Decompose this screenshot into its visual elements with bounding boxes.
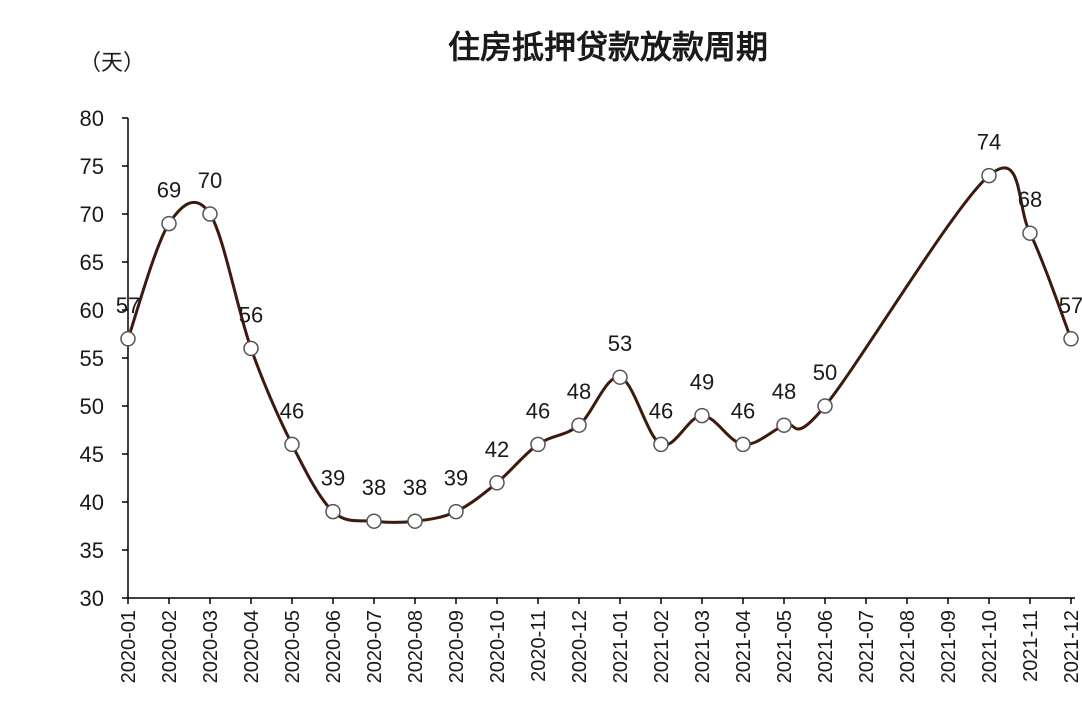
data-label: 48	[772, 379, 796, 404]
x-tick-label: 2020-01	[118, 610, 140, 683]
data-point	[571, 417, 587, 433]
data-label: 57	[116, 293, 140, 318]
y-tick-label: 55	[80, 346, 104, 371]
data-point	[530, 436, 546, 453]
data-label: 42	[485, 437, 509, 462]
data-label: 46	[731, 398, 755, 423]
y-tick-label: 50	[80, 394, 104, 419]
x-tick-label: 2020-05	[282, 610, 304, 683]
x-tick-label: 2021-07	[856, 610, 878, 683]
data-label: 46	[649, 398, 673, 423]
data-point	[776, 417, 792, 433]
data-label: 74	[977, 130, 1001, 155]
data-label: 38	[403, 475, 427, 500]
data-point	[612, 369, 628, 385]
data-point	[735, 436, 751, 453]
x-tick-label: 2020-07	[364, 610, 386, 683]
x-tick-label: 2020-08	[405, 610, 427, 683]
y-tick-labels: 30 35 40 45 50 55 60 65 70 75 80	[80, 106, 104, 611]
data-point	[284, 436, 300, 453]
data-point	[1063, 331, 1079, 347]
data-point	[981, 167, 997, 184]
data-point	[489, 475, 505, 491]
x-tick-label: 2021-04	[733, 610, 755, 683]
data-point	[653, 436, 669, 453]
data-point	[694, 407, 710, 424]
data-label: 46	[526, 398, 550, 423]
data-label: 38	[362, 475, 386, 500]
x-tick-label: 2020-12	[569, 610, 591, 683]
y-tick-label: 40	[80, 490, 104, 515]
x-tick-label: 2020-03	[200, 610, 222, 683]
data-label: 68	[1018, 187, 1042, 212]
data-point	[202, 206, 218, 222]
data-label: 53	[608, 331, 632, 356]
y-axis-unit-label: （天）	[79, 51, 145, 76]
series-line	[126, 166, 1073, 524]
data-point	[161, 215, 177, 232]
data-label: 70	[198, 168, 222, 193]
data-label: 49	[690, 370, 714, 395]
data-points	[120, 167, 1079, 529]
x-tick-label: 2020-10	[487, 610, 509, 683]
x-tick-label: 2020-06	[323, 610, 345, 683]
x-tick-label: 2020-02	[159, 610, 181, 683]
y-tick-label: 60	[80, 298, 104, 323]
x-tick-label: 2021-08	[897, 610, 919, 683]
data-point	[366, 513, 382, 529]
y-tick-label: 70	[80, 202, 104, 227]
data-label: 69	[157, 178, 181, 203]
data-point	[325, 503, 341, 520]
x-tick-label: 2021-09	[938, 610, 960, 683]
data-point	[407, 513, 423, 529]
y-tick-label: 65	[80, 250, 104, 275]
x-tick-label: 2021-02	[651, 610, 673, 683]
x-tick-label: 2021-10	[979, 610, 1001, 683]
y-tick-label: 35	[80, 538, 104, 563]
x-tick-label: 2021-11	[1020, 610, 1042, 682]
data-label: 56	[239, 302, 263, 327]
axes	[122, 117, 1075, 604]
data-point	[817, 398, 833, 414]
data-point	[448, 503, 464, 520]
x-tick-label: 2020-04	[241, 610, 263, 683]
y-tick-label: 30	[80, 586, 104, 611]
data-labels: 57 69 70 56 46 39 38 38 39 42 46 48 53 46 49 46 48 50 74 68…	[116, 130, 1082, 501]
data-label: 50	[813, 360, 837, 385]
y-tick-label: 45	[80, 442, 104, 467]
data-point	[1022, 225, 1038, 241]
data-label: 57	[1059, 293, 1082, 318]
data-label: 39	[321, 466, 345, 491]
data-point	[120, 331, 136, 347]
x-tick-label: 2020-09	[446, 610, 468, 683]
x-tick-label: 2021-05	[774, 610, 796, 683]
data-label: 48	[567, 379, 591, 404]
x-tick-label: 2021-01	[610, 610, 632, 683]
data-label: 39	[444, 466, 468, 491]
y-tick-label: 80	[80, 106, 104, 131]
x-tick-label: 2021-12	[1061, 610, 1082, 683]
x-tick-label: 2021-06	[815, 610, 837, 683]
x-tick-label: 2021-03	[692, 610, 714, 683]
y-tick-label: 75	[80, 154, 104, 179]
chart-title: 住房抵押贷款放款周期	[448, 28, 768, 66]
x-tick-label: 2020-11	[528, 610, 550, 682]
data-label: 46	[280, 398, 304, 423]
data-point	[243, 340, 259, 357]
x-tick-labels: 2020-01 2020-02 2020-03 2020-04 2020-05 2020-…	[118, 610, 1082, 683]
